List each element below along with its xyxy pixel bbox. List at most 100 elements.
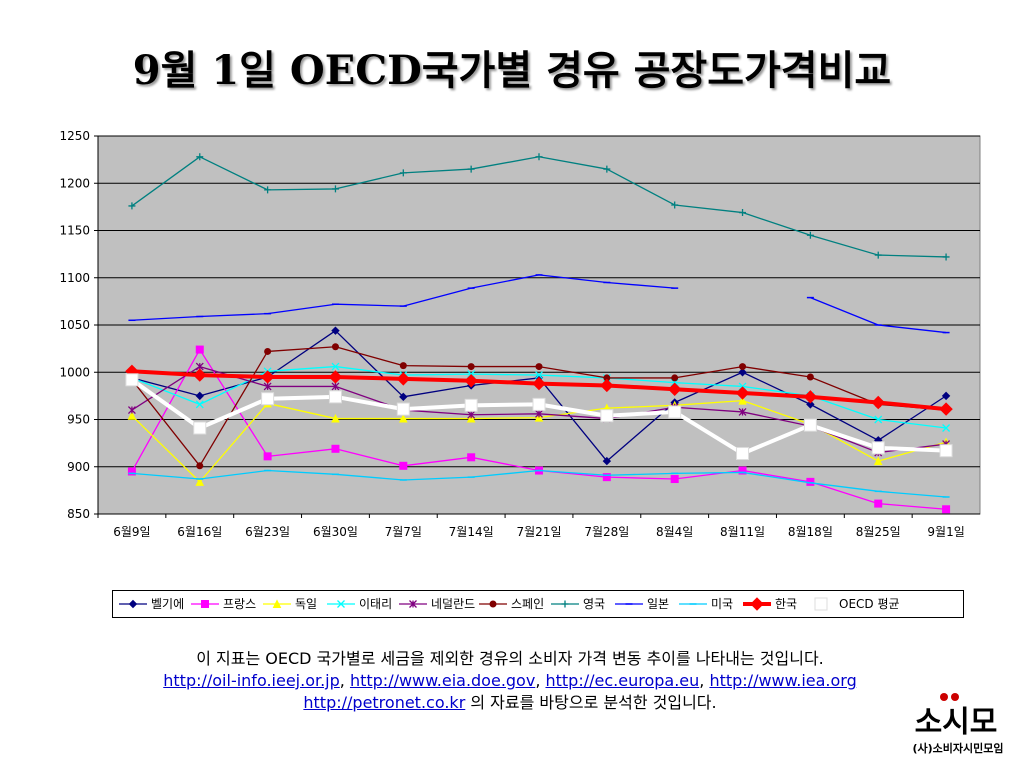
data-point xyxy=(328,370,343,384)
data-point xyxy=(264,347,272,355)
caption: 이 지표는 OECD 국가별로 세금을 제외한 경유의 소비자 가격 변동 추이… xyxy=(60,648,960,714)
legend-swatch-marker xyxy=(750,597,764,611)
data-point xyxy=(331,326,340,335)
y-tick-label: 1150 xyxy=(59,224,90,238)
data-point xyxy=(331,362,340,371)
source-link-ieej[interactable]: http://oil-info.ieej.or.jp xyxy=(163,671,340,690)
data-point xyxy=(668,405,682,419)
legend-swatch-marker xyxy=(561,600,569,608)
legend-item-미국: 미국 xyxy=(679,597,733,611)
legend-swatch-marker xyxy=(201,600,209,608)
data-point xyxy=(738,395,747,405)
data-point xyxy=(871,441,885,455)
data-point xyxy=(535,371,543,380)
y-tick-label: 850 xyxy=(67,507,90,521)
x-axis: 6월9일 6월16일 6월23일 6월30일 7월7일 7월14일 7월21일 7월28일 8월… xyxy=(97,513,980,539)
data-point xyxy=(464,374,478,388)
y-tick-label: 950 xyxy=(67,413,90,427)
x-tick-label: 8월11일 xyxy=(720,525,765,539)
x-tick-label: 8월18일 xyxy=(788,525,833,539)
data-point xyxy=(331,413,340,423)
data-point xyxy=(264,186,272,194)
data-point xyxy=(331,444,340,453)
logo: 소시모 (사)소비자시민모임 xyxy=(898,690,1018,762)
series-미국 xyxy=(128,469,950,498)
data-point xyxy=(195,391,204,401)
page-title: 9월 1일 OECD국가별 경유 공장도가격비교 xyxy=(132,47,892,94)
y-tick-label: 1200 xyxy=(59,176,90,190)
data-point xyxy=(603,165,611,173)
data-point xyxy=(399,169,407,177)
caption-line-1: 이 지표는 OECD 국가별로 세금을 제외한 경유의 소비자 가격 변동 추이… xyxy=(196,649,824,668)
data-point xyxy=(399,392,408,402)
data-point xyxy=(193,421,207,435)
data-point xyxy=(874,415,883,424)
legend-label: 영국 xyxy=(583,597,605,611)
data-point xyxy=(195,345,204,354)
data-point xyxy=(467,453,476,462)
logo-dot-1 xyxy=(940,693,948,701)
data-point xyxy=(193,368,207,382)
legend-swatch-marker xyxy=(489,600,497,608)
data-point xyxy=(331,382,340,391)
data-point xyxy=(874,251,882,259)
data-point xyxy=(128,202,136,210)
x-tick-label: 6월23일 xyxy=(245,525,290,539)
data-point xyxy=(263,382,272,391)
data-point xyxy=(939,444,953,458)
data-point xyxy=(535,153,543,161)
data-point xyxy=(534,412,544,422)
data-point xyxy=(874,499,883,508)
data-point xyxy=(196,153,204,161)
legend-item-프랑스: 프랑스 xyxy=(191,597,256,611)
y-tick-label: 900 xyxy=(67,460,90,474)
data-point xyxy=(667,382,682,396)
data-point xyxy=(195,400,204,409)
y-tick-label: 1250 xyxy=(59,129,90,143)
legend-item-독일: 독일 xyxy=(263,597,317,611)
y-tick-label: 1000 xyxy=(59,365,90,379)
data-point xyxy=(739,363,747,371)
legend-swatch-marker xyxy=(337,600,345,608)
legend-label: 한국 xyxy=(775,597,797,611)
x-tick-label: 7월14일 xyxy=(449,525,494,539)
x-tick-label: 7월21일 xyxy=(517,525,562,539)
data-point xyxy=(467,410,476,419)
legend-item-이태리: 이태리 xyxy=(327,597,392,611)
series-일본 xyxy=(128,274,950,334)
source-link-europa[interactable]: http://ec.europa.eu xyxy=(545,671,700,690)
data-point xyxy=(806,231,814,239)
legend-item-한국: 한국 xyxy=(743,597,797,611)
x-tick-label: 9월1일 xyxy=(927,525,964,539)
x-tick-label: 6월16일 xyxy=(177,525,222,539)
source-link-eia[interactable]: http://www.eia.doe.gov xyxy=(349,671,536,690)
legend-label: 독일 xyxy=(295,597,317,611)
legend-item-일본: 일본 xyxy=(615,597,669,611)
data-point xyxy=(195,477,205,486)
data-point xyxy=(939,402,953,416)
data-point xyxy=(396,402,410,416)
legend-item-네덜란드: 네덜란드 xyxy=(399,597,475,611)
data-point xyxy=(331,185,339,193)
data-point xyxy=(464,398,478,412)
data-point xyxy=(125,373,139,387)
legend-item-벨기에: 벨기에 xyxy=(119,597,184,611)
caption-line-3: http://petronet.co.kr 의 자료를 바탕으로 분석한 것입니… xyxy=(303,693,717,712)
data-point xyxy=(602,456,612,466)
data-point xyxy=(671,374,679,382)
data-point xyxy=(532,376,546,391)
source-link-petronet[interactable]: http://petronet.co.kr xyxy=(303,693,466,712)
data-point xyxy=(942,253,950,261)
legend-swatch-marker xyxy=(128,599,138,609)
logo-mark: 소시모 xyxy=(915,705,998,740)
data-point xyxy=(803,390,818,404)
x-tick-label: 7월7일 xyxy=(385,525,422,539)
source-link-iea[interactable]: http://www.iea.org xyxy=(709,671,857,690)
data-point xyxy=(735,386,750,400)
data-point xyxy=(736,447,750,461)
series-영국 xyxy=(128,153,950,261)
data-point xyxy=(941,391,951,401)
data-point xyxy=(803,418,817,432)
data-point xyxy=(398,413,408,423)
